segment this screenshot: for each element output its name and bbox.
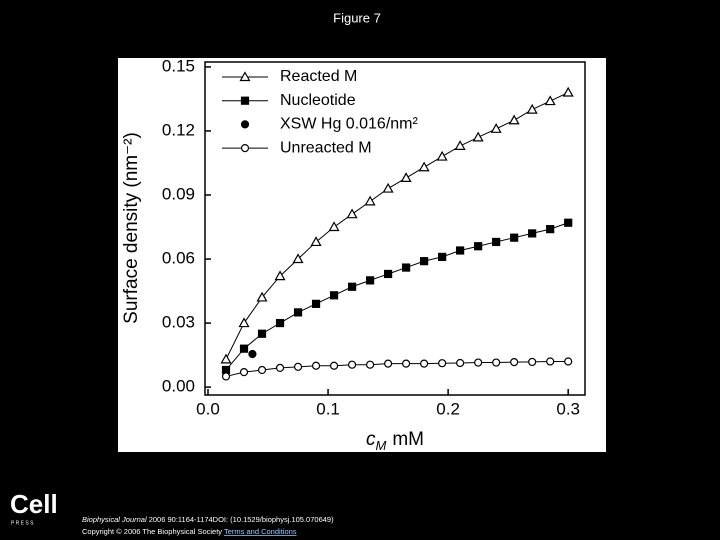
- data-point: [456, 246, 465, 255]
- data-point: [311, 361, 321, 370]
- data-point: [456, 358, 465, 368]
- x-tick-label: 0.0: [196, 399, 220, 418]
- data-point: [436, 150, 448, 161]
- data-point: [329, 361, 339, 370]
- data-point: [275, 318, 285, 328]
- data-point: [454, 140, 466, 150]
- data-point: [546, 357, 555, 366]
- data-point: [526, 103, 538, 114]
- data-point: [472, 131, 484, 142]
- y-axis-label: Surface density (nm⁻²): [121, 132, 142, 324]
- data-point: [257, 329, 267, 338]
- data-point: [492, 358, 501, 367]
- terms-link[interactable]: Terms and Conditions: [224, 527, 297, 536]
- data-point: [508, 114, 520, 125]
- data-point: [347, 360, 357, 369]
- data-point: [546, 225, 555, 234]
- journal: Biophysical Journal: [82, 515, 147, 524]
- x-tick-label: 0.3: [556, 399, 580, 418]
- data-point: [346, 208, 358, 219]
- data-point: [292, 253, 304, 264]
- data-point: [239, 344, 249, 353]
- data-point: [418, 161, 430, 172]
- data-point: [347, 282, 357, 291]
- data-point: [257, 365, 267, 375]
- data-point: [438, 359, 447, 368]
- data-point: [528, 229, 537, 238]
- data-point: [474, 242, 483, 251]
- data-point: [562, 86, 574, 97]
- data-point: [383, 269, 393, 279]
- data-point: [310, 236, 322, 247]
- data-point: [221, 372, 231, 381]
- legend-marker: [240, 120, 250, 129]
- legend-marker: [239, 71, 251, 82]
- x-axis-label: cM mM: [366, 429, 424, 453]
- data-point: [510, 358, 519, 367]
- x-label-main: c: [366, 429, 376, 450]
- y-tick-label: 0.15: [162, 56, 195, 75]
- logo-sub: P R E S S: [11, 520, 34, 526]
- legend-label: Nucleotide: [280, 92, 356, 109]
- data-point: [293, 308, 303, 317]
- data-point: [365, 276, 375, 285]
- data-point: [564, 218, 573, 227]
- x-label-sub: M: [376, 438, 387, 453]
- data-point: [239, 368, 249, 377]
- y-tick-label: 0.00: [162, 377, 195, 396]
- data-point: [544, 95, 556, 106]
- y-tick-label: 0.03: [162, 313, 195, 332]
- data-point: [420, 359, 429, 368]
- copyright: Copyright © 2006 The Biophysical Society: [82, 527, 222, 536]
- logo: Cell: [10, 489, 58, 519]
- data-point: [420, 257, 429, 266]
- legend-label: XSW Hg 0.016/nm²: [280, 116, 419, 133]
- data-point: [329, 291, 339, 300]
- data-point: [400, 172, 412, 183]
- data-point: [248, 349, 257, 359]
- data-point: [256, 291, 268, 302]
- data-point: [293, 362, 303, 371]
- citation: Biophysical Journal 2006 90:1164-1174DOI…: [82, 515, 334, 524]
- data-point: [474, 358, 483, 367]
- y-tick-label: 0.06: [162, 249, 195, 268]
- data-point: [275, 363, 285, 372]
- data-point: [564, 357, 573, 366]
- data-point: [311, 299, 321, 308]
- data-point: [490, 123, 502, 133]
- y-tick-label: 0.09: [162, 184, 195, 203]
- data-point: [220, 353, 232, 364]
- citation-rest: 2006 90:1164-1174DOI: (10.1529/biophysj.…: [149, 515, 334, 524]
- data-point: [528, 357, 537, 367]
- data-point: [383, 359, 393, 368]
- figure-panel: [118, 58, 606, 452]
- data-point: [438, 252, 447, 261]
- x-tick-label: 0.1: [316, 399, 340, 418]
- data-point: [402, 263, 411, 272]
- data-point: [365, 360, 375, 369]
- x-label-unit: mM: [392, 429, 424, 450]
- y-tick-label: 0.12: [162, 120, 195, 139]
- slide-title: Figure 7: [333, 10, 381, 25]
- data-point: [402, 359, 411, 368]
- data-point: [382, 182, 394, 193]
- data-point: [510, 233, 519, 242]
- x-tick-label: 0.2: [436, 399, 460, 418]
- legend-marker: [240, 96, 250, 105]
- legend-marker: [240, 144, 250, 153]
- data-point: [364, 195, 376, 206]
- data-point: [274, 270, 286, 281]
- data-point: [328, 221, 340, 232]
- legend-label: Reacted M: [280, 68, 357, 85]
- legend-label: Unreacted M: [280, 139, 372, 156]
- data-point: [492, 237, 501, 247]
- plot-frame: [204, 61, 586, 396]
- data-point: [238, 317, 250, 328]
- copyright-line: Copyright © 2006 The Biophysical Society…: [82, 527, 297, 536]
